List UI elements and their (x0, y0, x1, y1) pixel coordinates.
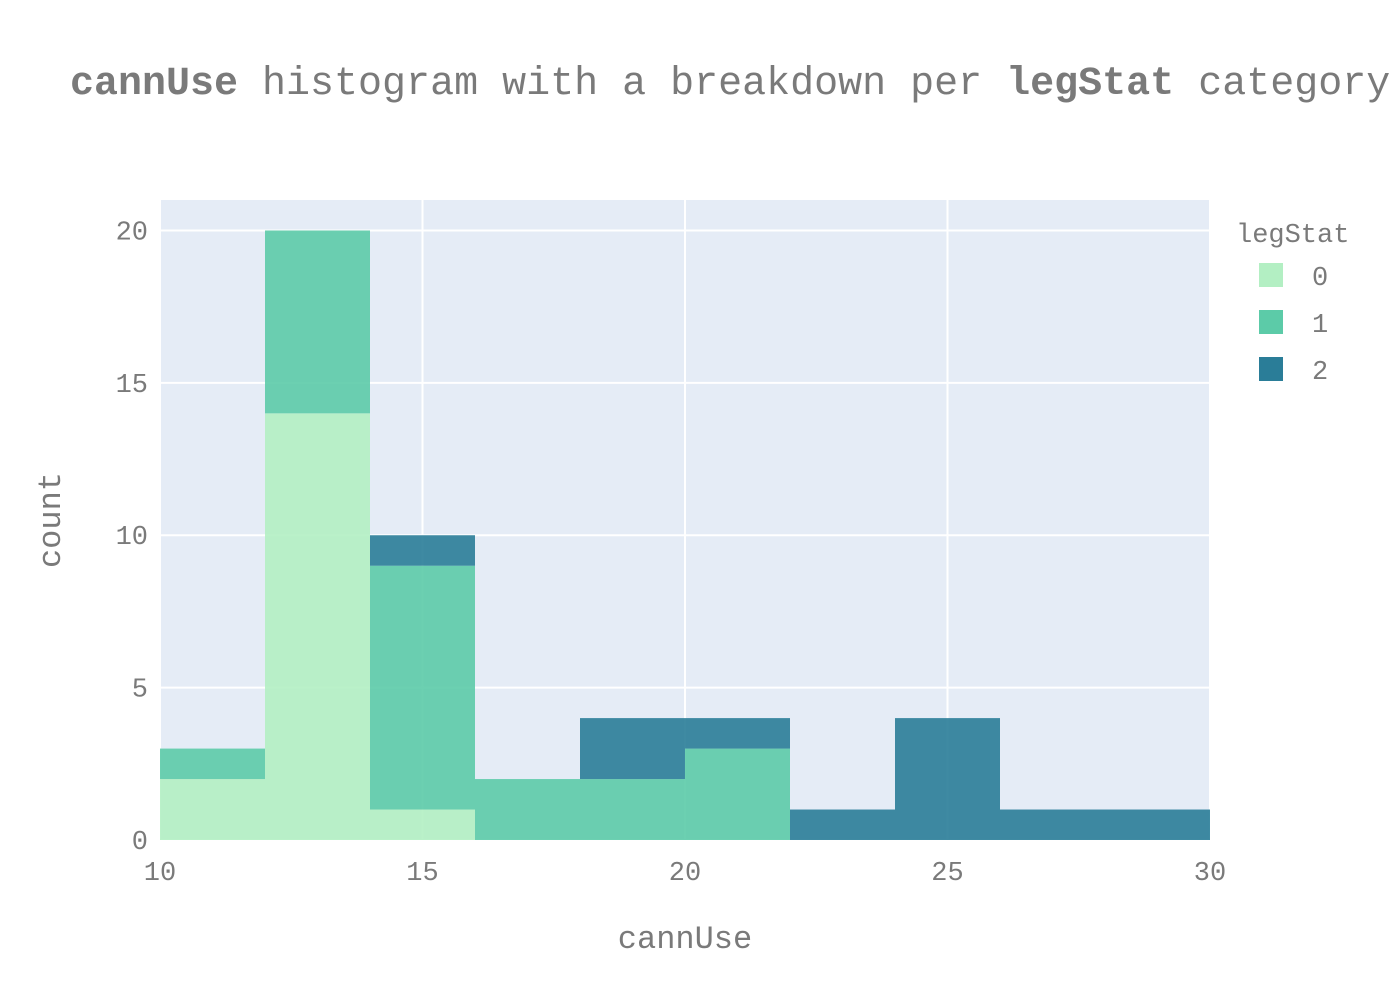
bar-legstat-2[interactable] (685, 718, 790, 749)
bar-legstat-0[interactable] (265, 413, 370, 840)
title-var2: legStat (1006, 62, 1175, 107)
chart-title: cannUse histogram with a breakdown per l… (70, 62, 1400, 107)
x-axis-title: cannUse (618, 921, 752, 958)
legend-swatch-0 (1259, 263, 1283, 287)
legend-swatch-2 (1259, 357, 1283, 381)
y-tick-label: 15 (116, 371, 148, 401)
bar-legstat-2[interactable] (370, 535, 475, 566)
bar-legstat-1[interactable] (265, 230, 370, 414)
title-end: category (1174, 62, 1391, 107)
bar-legstat-1[interactable] (370, 565, 475, 810)
x-tick-labels: 10 15 20 25 30 (144, 859, 1226, 889)
bar-legstat-2[interactable] (1000, 809, 1105, 840)
y-tick-label: 10 (116, 523, 148, 553)
bar-legstat-2[interactable] (895, 718, 1000, 840)
x-tick-label: 15 (406, 859, 438, 889)
title-var1: cannUse (70, 62, 239, 107)
legend[interactable]: legStat 0 1 2 (1236, 221, 1349, 388)
bars (160, 230, 1210, 840)
bar-legstat-2[interactable] (580, 718, 685, 780)
x-tick-label: 20 (669, 859, 701, 889)
y-tick-label: 0 (132, 828, 148, 858)
title-middle: histogram with a breakdown per (238, 62, 1007, 107)
y-axis-title: count (33, 472, 70, 568)
legend-title: legStat (1236, 221, 1349, 251)
x-tick-label: 30 (1194, 859, 1226, 889)
bar-legstat-1[interactable] (685, 748, 790, 840)
legend-swatch-1 (1259, 310, 1283, 334)
bar-legstat-1[interactable] (580, 779, 685, 840)
bar-legstat-0[interactable] (370, 809, 475, 840)
y-tick-label: 20 (116, 218, 148, 248)
y-tick-label: 5 (132, 676, 148, 706)
bar-legstat-2[interactable] (790, 809, 895, 840)
legend-label-2: 2 (1312, 358, 1328, 388)
x-tick-label: 10 (144, 859, 176, 889)
x-tick-label: 25 (931, 859, 963, 889)
legend-label-1: 1 (1312, 311, 1328, 341)
bar-legstat-1[interactable] (160, 748, 265, 780)
bar-legstat-0[interactable] (160, 779, 265, 840)
legend-label-0: 0 (1312, 264, 1328, 294)
y-tick-labels: 0 5 10 15 20 (116, 218, 148, 858)
bar-legstat-2[interactable] (1105, 809, 1210, 840)
bar-legstat-1[interactable] (475, 779, 580, 840)
